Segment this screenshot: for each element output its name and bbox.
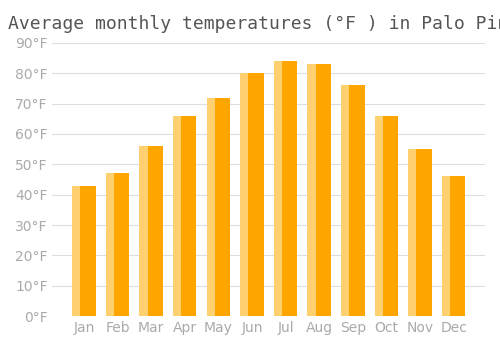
Bar (442, 176, 466, 316)
Bar (341, 85, 364, 316)
Bar (274, 61, 282, 316)
Bar (140, 146, 163, 316)
Bar (173, 116, 181, 316)
Title: Average monthly temperatures (°F ) in Palo Pinto: Average monthly temperatures (°F ) in Pa… (8, 15, 500, 33)
Bar (240, 73, 264, 316)
Bar (106, 174, 114, 316)
Bar (308, 64, 331, 316)
Bar (374, 116, 383, 316)
Bar (72, 186, 96, 316)
Bar (206, 98, 230, 316)
Bar (408, 149, 432, 316)
Bar (173, 116, 197, 316)
Bar (140, 146, 147, 316)
Bar (106, 174, 130, 316)
Bar (408, 149, 416, 316)
Bar (72, 186, 80, 316)
Bar (442, 176, 450, 316)
Bar (308, 64, 316, 316)
Bar (206, 98, 215, 316)
Bar (274, 61, 297, 316)
Bar (341, 85, 349, 316)
Bar (374, 116, 398, 316)
Bar (240, 73, 248, 316)
